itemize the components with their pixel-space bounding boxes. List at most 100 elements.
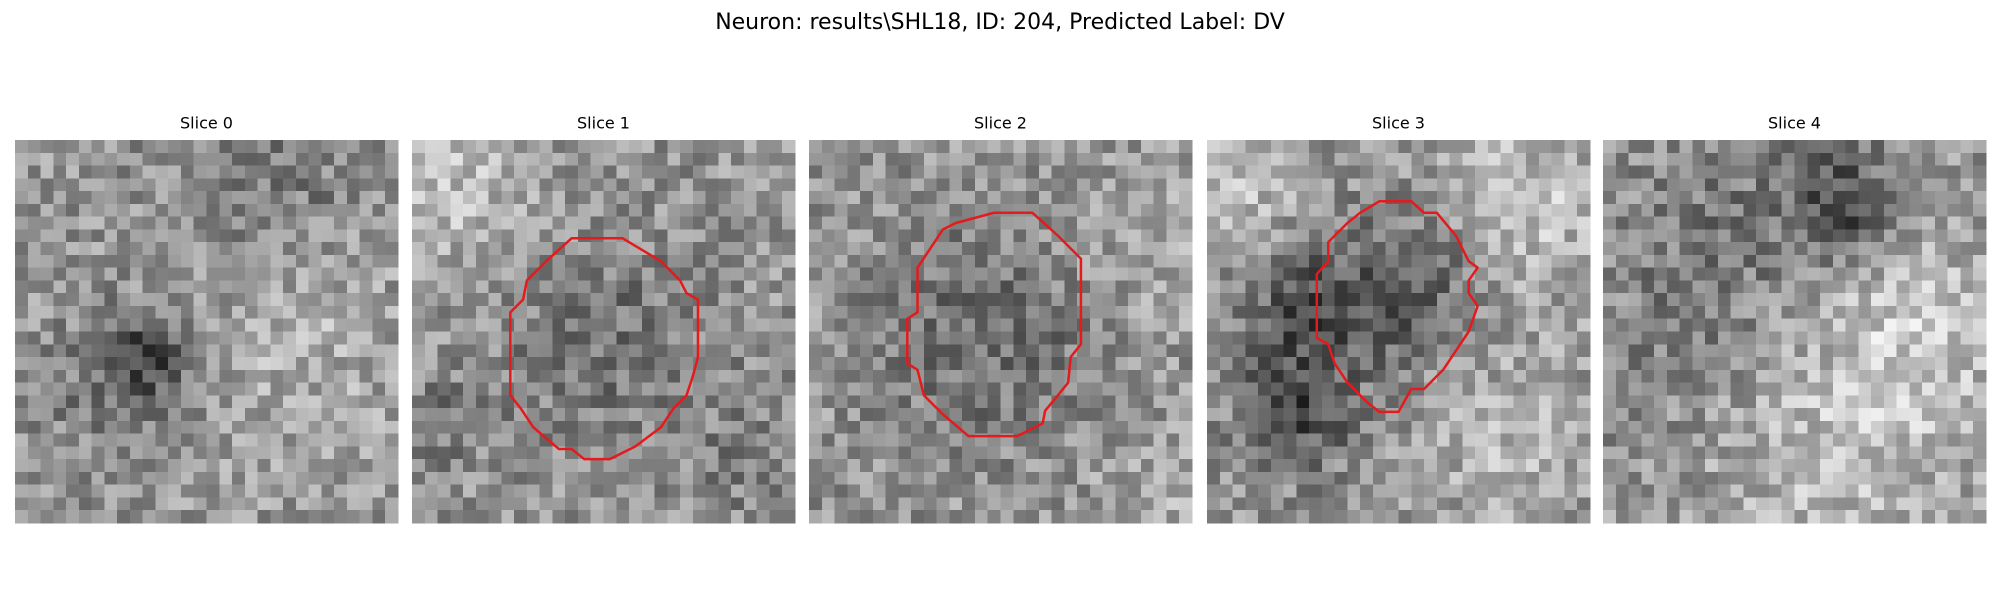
pixel — [1947, 293, 1961, 307]
pixel — [898, 242, 912, 256]
pixel — [257, 357, 271, 371]
pixel — [1372, 140, 1387, 154]
pixel — [1232, 229, 1246, 243]
pixel — [129, 471, 144, 486]
pixel — [898, 369, 912, 384]
pixel — [782, 178, 796, 192]
pixel — [1436, 280, 1451, 294]
pixel — [1730, 293, 1744, 307]
pixel — [412, 242, 426, 256]
pixel — [1077, 344, 1091, 358]
pixel — [1296, 471, 1310, 486]
pixel — [53, 318, 67, 332]
pixel — [1372, 165, 1387, 179]
pixel — [629, 497, 643, 511]
pixel — [501, 357, 515, 371]
pixel — [1743, 293, 1757, 307]
pixel — [1654, 408, 1668, 422]
pixel — [1153, 318, 1167, 332]
pixel — [1615, 369, 1630, 384]
pixel — [1730, 382, 1744, 396]
pixel — [270, 140, 284, 154]
pixel — [1487, 305, 1502, 320]
pixel — [117, 420, 131, 435]
pixel — [1820, 446, 1834, 460]
pixel — [463, 165, 477, 179]
pixel — [1013, 254, 1027, 269]
pixel — [1896, 254, 1910, 269]
pixel — [1462, 484, 1476, 498]
pixel — [629, 420, 643, 435]
pixel — [1845, 510, 1859, 524]
pixel — [1743, 369, 1757, 384]
pixel — [1947, 178, 1961, 192]
pixel — [283, 216, 297, 230]
pixel — [1820, 318, 1834, 332]
pixel — [463, 331, 477, 345]
pixel — [283, 331, 297, 345]
pixel — [1372, 178, 1387, 192]
pixel — [1500, 382, 1514, 396]
pixel — [1424, 446, 1438, 460]
pixel — [654, 510, 668, 524]
pixel — [1564, 433, 1578, 447]
pixel — [78, 408, 93, 422]
pixel — [769, 357, 783, 371]
pixel — [641, 203, 656, 218]
pixel — [244, 254, 259, 269]
pixel — [1934, 229, 1949, 243]
pixel — [475, 293, 490, 307]
pixel — [1038, 459, 1053, 473]
pixel — [1947, 152, 1961, 167]
pixel — [1245, 510, 1259, 524]
pixel — [321, 280, 335, 294]
pixel — [718, 267, 732, 281]
pixel — [1153, 140, 1167, 154]
pixel — [1089, 369, 1104, 384]
pixel — [219, 510, 233, 524]
pixel — [1475, 305, 1489, 320]
pixel — [1026, 191, 1040, 205]
pixel — [514, 267, 528, 281]
pixel — [1398, 471, 1412, 486]
pixel — [1334, 191, 1348, 205]
pixel — [501, 165, 515, 179]
pixel — [244, 280, 259, 294]
pixel — [1013, 203, 1027, 218]
pixel — [1245, 293, 1259, 307]
pixel — [321, 484, 335, 498]
pixel — [1296, 178, 1310, 192]
pixel — [1270, 420, 1285, 435]
pixel — [1551, 305, 1565, 320]
pixel — [641, 471, 656, 486]
pixel — [1934, 280, 1949, 294]
pixel — [949, 433, 963, 447]
pixel — [155, 318, 169, 332]
pixel — [692, 203, 707, 218]
pixel — [1179, 178, 1193, 192]
pixel — [731, 331, 745, 345]
pixel — [501, 203, 515, 218]
pixel — [680, 395, 694, 409]
pixel — [1513, 267, 1527, 281]
pixel — [603, 293, 617, 307]
pixel — [962, 484, 976, 498]
pixel — [590, 254, 604, 269]
pixel — [372, 165, 386, 179]
pixel — [1102, 471, 1116, 486]
pixel — [1820, 267, 1834, 281]
pixel — [834, 191, 848, 205]
pixel — [1858, 382, 1872, 396]
pixel — [1973, 382, 1987, 396]
pixel — [488, 497, 502, 511]
pixel — [270, 165, 284, 179]
pixel — [1960, 382, 1974, 396]
pixel — [334, 497, 348, 511]
pixel — [1858, 484, 1872, 498]
pixel — [847, 216, 861, 230]
pixel — [129, 344, 144, 358]
pixel — [1666, 510, 1681, 524]
pixel — [1858, 446, 1872, 460]
pixel — [514, 471, 528, 486]
pixel — [667, 280, 681, 294]
